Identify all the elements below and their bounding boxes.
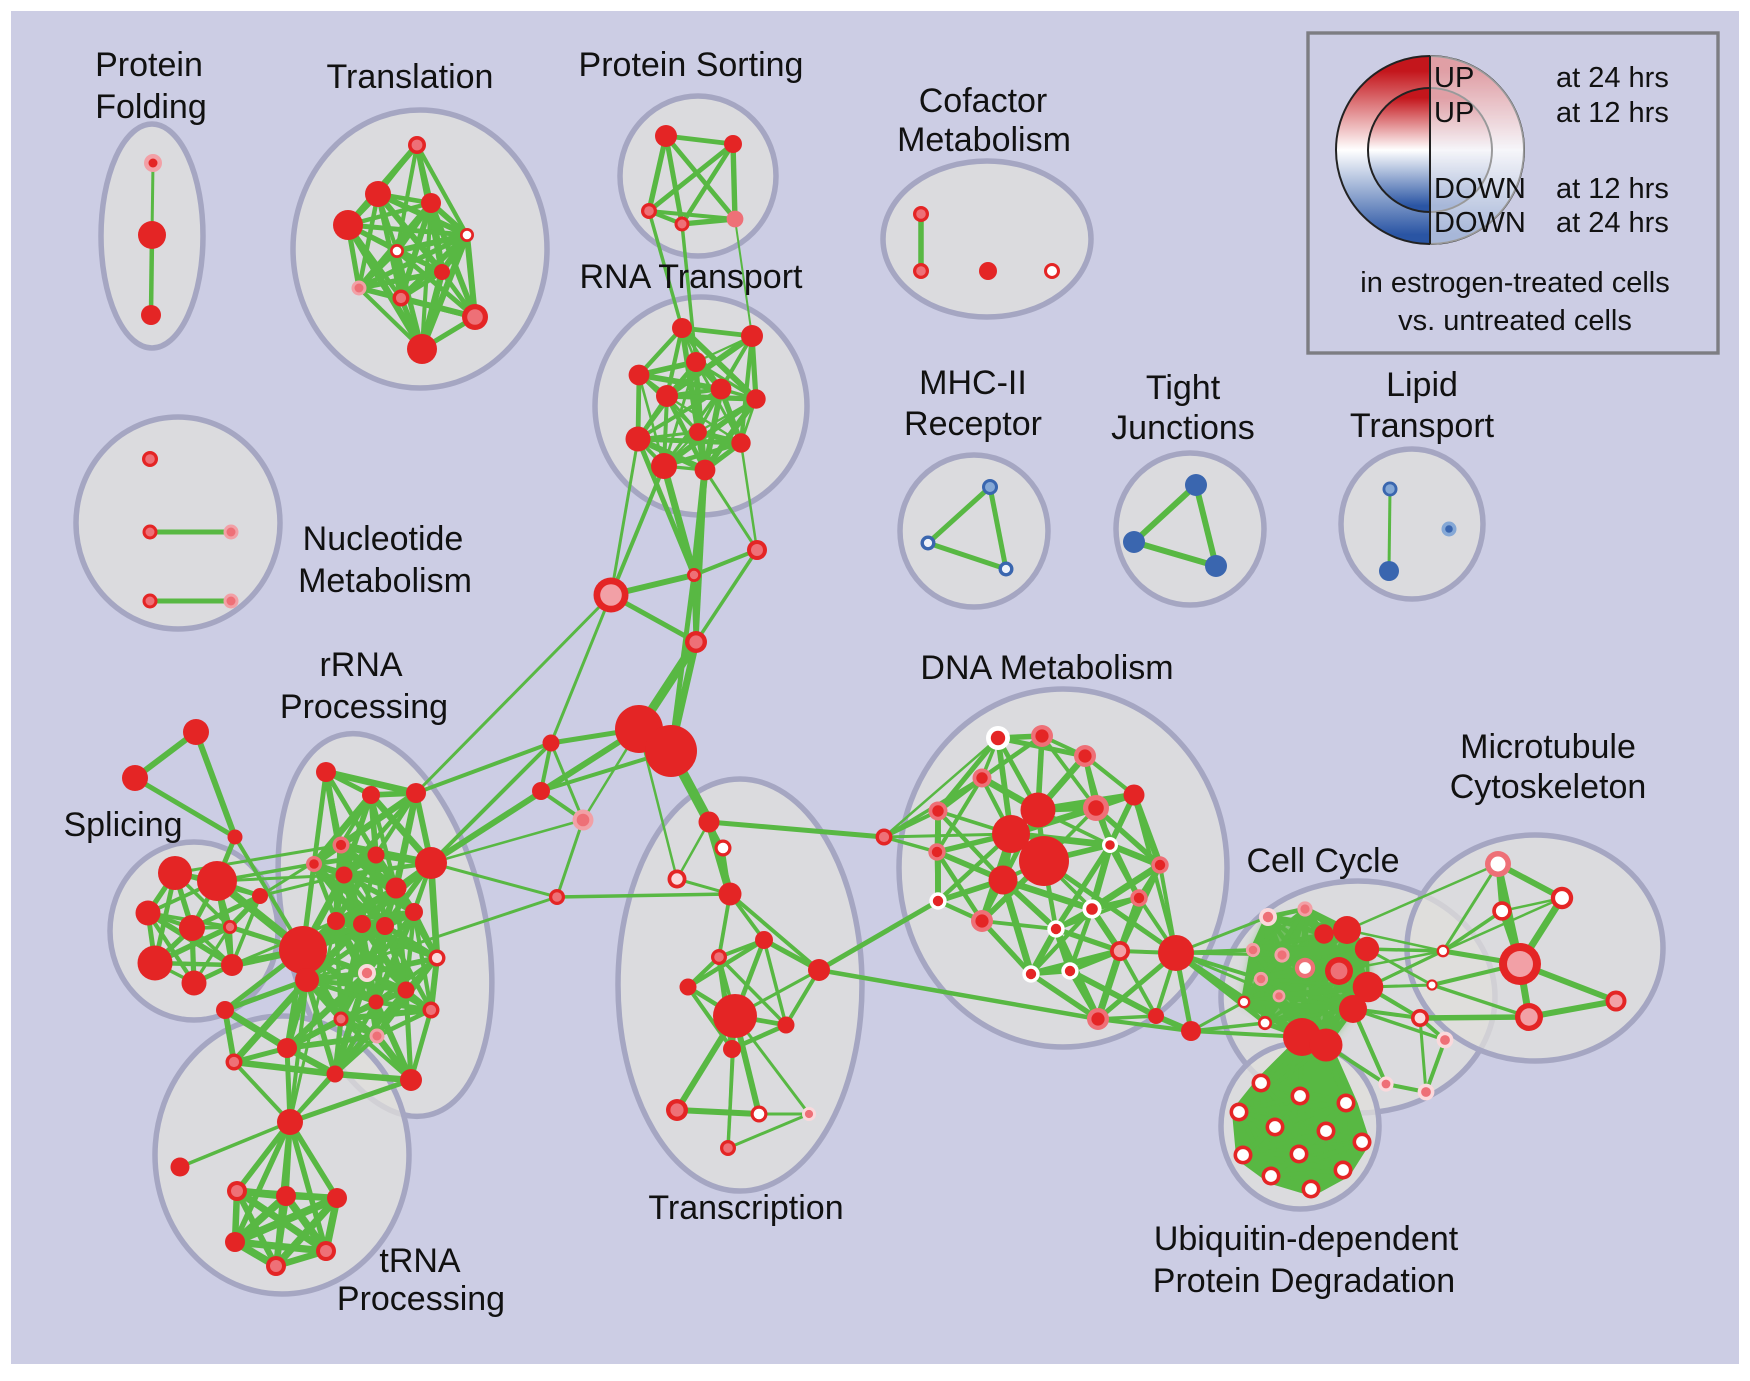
svg-text:Folding: Folding	[95, 88, 207, 126]
svg-text:Transcription: Transcription	[648, 1189, 843, 1227]
svg-text:Cytoskeleton: Cytoskeleton	[1450, 768, 1647, 806]
svg-text:rRNA: rRNA	[319, 646, 402, 684]
svg-text:MHC-II: MHC-II	[919, 364, 1027, 402]
svg-text:Protein: Protein	[95, 46, 203, 84]
svg-text:Junctions: Junctions	[1111, 409, 1255, 447]
svg-text:Protein Sorting: Protein Sorting	[579, 46, 804, 84]
svg-text:Tight: Tight	[1146, 369, 1221, 407]
svg-text:RNA Transport: RNA Transport	[580, 258, 804, 296]
svg-text:Metabolism: Metabolism	[897, 121, 1071, 159]
svg-text:Transport: Transport	[1350, 407, 1495, 445]
svg-text:UP: UP	[1434, 62, 1474, 94]
svg-text:Translation: Translation	[327, 58, 494, 96]
svg-text:DOWN: DOWN	[1434, 207, 1526, 239]
svg-text:Processing: Processing	[337, 1280, 505, 1318]
svg-text:Splicing: Splicing	[63, 806, 182, 844]
svg-text:DOWN: DOWN	[1434, 173, 1526, 205]
svg-text:Cofactor: Cofactor	[919, 82, 1048, 120]
svg-text:at 12 hrs: at 12 hrs	[1556, 97, 1669, 129]
svg-text:Processing: Processing	[280, 688, 448, 726]
svg-text:Nucleotide: Nucleotide	[303, 520, 464, 558]
svg-text:Lipid: Lipid	[1386, 366, 1458, 404]
svg-text:Ubiquitin-dependent: Ubiquitin-dependent	[1154, 1220, 1459, 1258]
svg-text:tRNA: tRNA	[379, 1242, 461, 1280]
svg-text:vs. untreated cells: vs. untreated cells	[1398, 305, 1632, 337]
svg-text:Cell Cycle: Cell Cycle	[1246, 842, 1399, 880]
svg-text:at 12 hrs: at 12 hrs	[1556, 173, 1669, 205]
svg-text:Protein Degradation: Protein Degradation	[1153, 1262, 1455, 1300]
svg-text:Receptor: Receptor	[904, 405, 1042, 443]
svg-text:at 24 hrs: at 24 hrs	[1556, 62, 1669, 94]
svg-text:UP: UP	[1434, 97, 1474, 129]
svg-text:DNA Metabolism: DNA Metabolism	[920, 649, 1173, 687]
svg-text:at 24 hrs: at 24 hrs	[1556, 207, 1669, 239]
svg-text:Metabolism: Metabolism	[298, 562, 472, 600]
svg-text:in estrogen-treated cells: in estrogen-treated cells	[1360, 267, 1670, 299]
svg-text:Microtubule: Microtubule	[1460, 728, 1636, 766]
